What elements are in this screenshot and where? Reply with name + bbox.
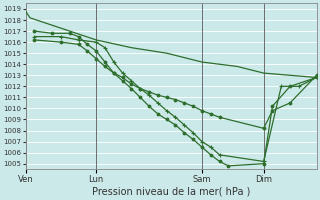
X-axis label: Pression niveau de la mer( hPa ): Pression niveau de la mer( hPa ) [92, 187, 250, 197]
